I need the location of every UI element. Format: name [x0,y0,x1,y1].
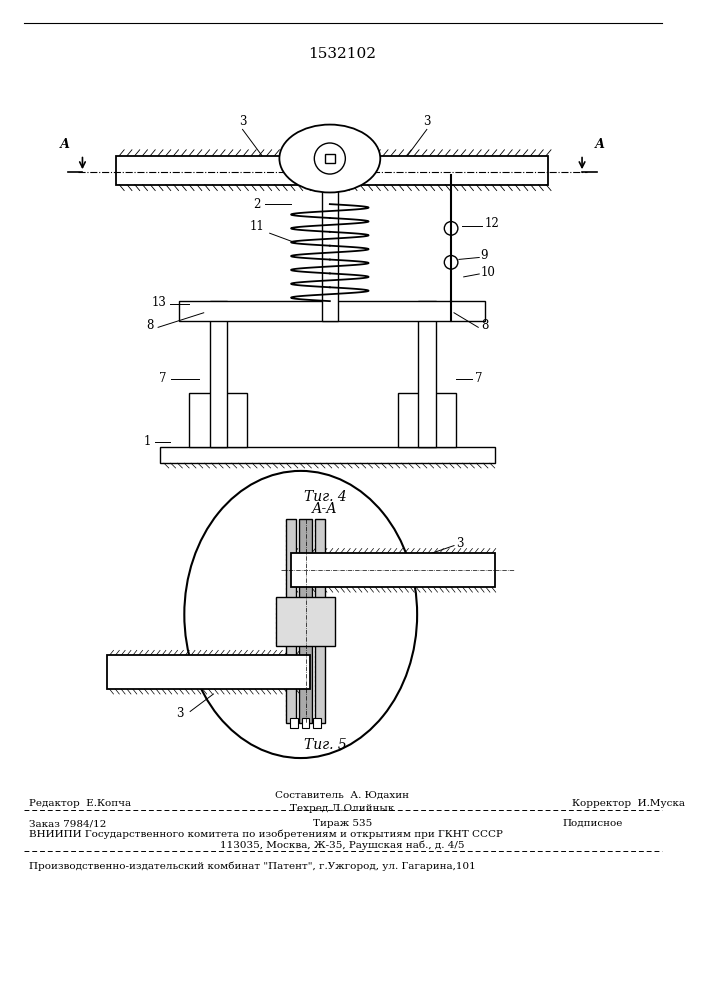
Bar [302,718,310,728]
Text: 3: 3 [176,707,183,720]
Text: Составитель  А. Юдахин: Составитель А. Юдахин [276,791,409,800]
Bar [291,553,495,587]
Circle shape [315,143,345,174]
Bar [290,718,298,728]
Text: 1532102: 1532102 [308,47,376,61]
Ellipse shape [279,125,380,192]
Text: 7: 7 [476,372,483,385]
Text: 8: 8 [146,319,154,332]
Text: А: А [60,138,70,151]
Bar [418,301,436,447]
Text: Техред Л.Олийнык: Техред Л.Олийнык [291,804,395,813]
Bar [160,447,495,463]
Text: А: А [595,138,604,151]
Bar [117,156,548,185]
Bar [276,597,334,646]
Bar [209,301,227,447]
Bar [325,154,334,163]
Text: 113035, Москва, Ж-35, Раушская наб., д. 4/5: 113035, Москва, Ж-35, Раушская наб., д. … [220,841,464,850]
Text: 3: 3 [239,115,246,128]
Text: 8: 8 [481,319,489,332]
Text: 10: 10 [480,266,495,279]
Text: Редактор  Е.Копча: Редактор Е.Копча [29,799,132,808]
Bar [286,519,296,723]
Text: Корректор  И.Муска: Корректор И.Муска [573,799,685,808]
Text: 7: 7 [159,372,167,385]
Ellipse shape [185,471,417,758]
Text: Заказ 7984/12: Заказ 7984/12 [29,819,107,828]
Bar [315,519,325,723]
Text: 3: 3 [423,115,431,128]
Circle shape [444,256,458,269]
Text: Τиг. 5: Τиг. 5 [303,738,346,752]
Text: Производственно-издательский комбинат "Патент", г.Ужгород, ул. Гагарина,101: Производственно-издательский комбинат "П… [29,862,476,871]
Text: Τиг. 4: Τиг. 4 [303,490,346,504]
Text: Подписное: Подписное [563,819,623,828]
Bar [398,393,456,447]
Text: 13: 13 [152,296,167,309]
Bar [189,393,247,447]
Text: Тираж 535: Тираж 535 [312,819,372,828]
Text: 2: 2 [253,198,261,211]
Text: 1: 1 [144,435,151,448]
Bar [180,301,485,321]
Text: А-А: А-А [312,502,338,516]
Text: 11: 11 [250,220,264,233]
Text: 12: 12 [485,217,500,230]
Bar [107,655,310,689]
Circle shape [444,222,458,235]
Text: ВНИИПИ Государственного комитета по изобретениям и открытиям при ГКНТ СССР: ВНИИПИ Государственного комитета по изоб… [29,830,503,839]
Bar [299,519,312,723]
Bar [322,185,338,321]
Text: 3: 3 [456,537,464,550]
Bar [313,718,321,728]
Text: 9: 9 [480,249,488,262]
